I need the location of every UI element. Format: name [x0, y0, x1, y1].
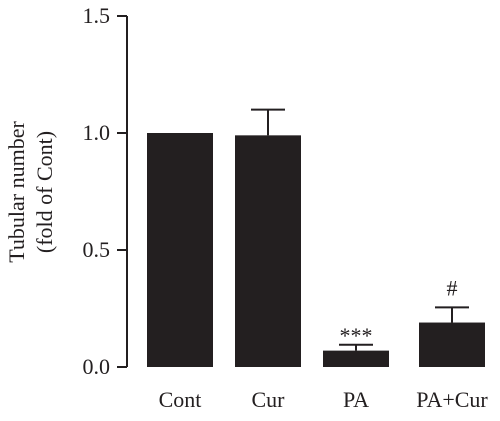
bar-cur [235, 135, 301, 367]
y-axis-label-line-2: (fold of Cont) [32, 131, 57, 253]
y-tick-label: 0.0 [83, 354, 111, 379]
x-tick-label: PA [343, 387, 369, 412]
y-axis-label-line-1: Tubular number [4, 121, 29, 263]
significance-annotation: # [447, 275, 458, 300]
y-tick-label: 1.0 [83, 120, 111, 145]
y-axis-ticks: 0.0 0.5 1.0 1.5 [83, 3, 127, 379]
bar-pa [323, 350, 389, 367]
y-tick-label: 0.5 [83, 237, 111, 262]
x-tick-label: Cur [252, 387, 286, 412]
x-tick-label: PA+Cur [416, 387, 488, 412]
significance-annotation: *** [340, 323, 373, 348]
bar-cont [147, 133, 213, 367]
x-axis-labels: Cont Cur PA PA+Cur [159, 387, 489, 412]
y-tick-label: 1.5 [83, 3, 111, 28]
bar-pa-cur [419, 322, 485, 367]
bars: *** # [147, 108, 485, 367]
x-tick-label: Cont [159, 387, 202, 412]
y-axis-label: Tubular number (fold of Cont) [4, 121, 57, 263]
